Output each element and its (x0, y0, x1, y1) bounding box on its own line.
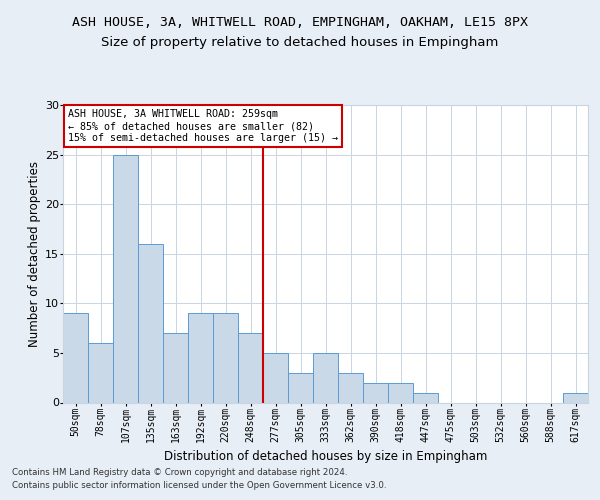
Bar (563, 392, 588, 402)
Bar (388, 382, 413, 402)
X-axis label: Distribution of detached houses by size in Empingham: Distribution of detached houses by size … (164, 450, 487, 463)
Bar (413, 392, 438, 402)
Bar (63, 313, 88, 402)
Bar (313, 353, 338, 403)
Bar (163, 333, 188, 402)
Bar (88, 343, 113, 402)
Bar (338, 373, 363, 402)
Text: ASH HOUSE, 3A, WHITWELL ROAD, EMPINGHAM, OAKHAM, LE15 8PX: ASH HOUSE, 3A, WHITWELL ROAD, EMPINGHAM,… (72, 16, 528, 29)
Text: Contains HM Land Registry data © Crown copyright and database right 2024.: Contains HM Land Registry data © Crown c… (12, 468, 347, 477)
Bar (138, 244, 163, 402)
Y-axis label: Number of detached properties: Number of detached properties (28, 161, 41, 347)
Bar (188, 313, 213, 402)
Text: Contains public sector information licensed under the Open Government Licence v3: Contains public sector information licen… (12, 482, 386, 490)
Text: ASH HOUSE, 3A WHITWELL ROAD: 259sqm
← 85% of detached houses are smaller (82)
15: ASH HOUSE, 3A WHITWELL ROAD: 259sqm ← 85… (68, 110, 338, 142)
Bar (263, 353, 288, 403)
Bar (213, 313, 238, 402)
Text: Size of property relative to detached houses in Empingham: Size of property relative to detached ho… (101, 36, 499, 49)
Bar (363, 382, 388, 402)
Bar (238, 333, 263, 402)
Bar (288, 373, 313, 402)
Bar (113, 154, 138, 402)
